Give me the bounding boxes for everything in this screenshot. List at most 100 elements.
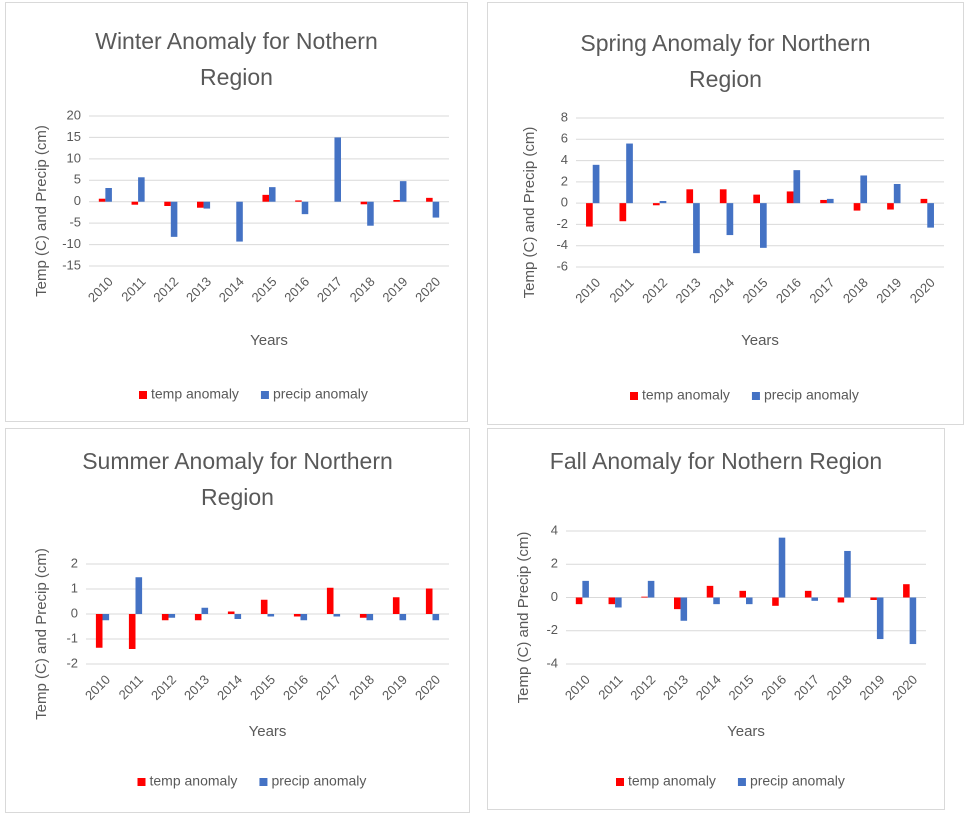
bar: [706, 585, 714, 598]
chart: -15 -10 -5 0 5 10 15 20 2010 2011 2012 2013 2014 2015…: [33, 107, 449, 402]
bar: [760, 203, 767, 248]
y-tick-label: -6: [556, 258, 568, 273]
bar: [674, 597, 681, 610]
y-tick-label: -15: [62, 257, 81, 272]
bar: [786, 191, 794, 204]
bar: [234, 614, 242, 619]
x-axis-title: Years: [741, 332, 779, 349]
x-tick-label: 2020: [412, 672, 443, 703]
y-axis-title: Temp (C) and Precip (cm): [521, 127, 538, 299]
bar: [860, 175, 868, 204]
bar: [870, 597, 877, 600]
bar: [686, 189, 694, 204]
bar: [425, 588, 433, 614]
bar: [399, 181, 407, 202]
bar: [138, 177, 145, 202]
bar: [262, 194, 269, 202]
bar: [194, 614, 202, 621]
x-tick-label: 2010: [572, 275, 603, 306]
bar: [909, 597, 917, 645]
x-tick-label: 2011: [116, 672, 146, 702]
x-tick-label: 2010: [562, 672, 593, 703]
y-tick-label: -5: [69, 215, 81, 230]
bar: [367, 201, 374, 226]
y-tick-label: 20: [67, 107, 81, 122]
legend-swatch: [260, 391, 269, 399]
bar: [131, 201, 139, 205]
legend-swatch: [259, 778, 268, 786]
legend-label: precip anomaly: [273, 386, 368, 402]
x-tick-label: 2015: [739, 275, 770, 306]
x-tick-label: 2013: [673, 275, 704, 306]
x-axis-title: Years: [249, 723, 287, 740]
x-tick-label: 2011: [595, 672, 625, 702]
bar: [893, 183, 901, 204]
bar: [432, 201, 440, 218]
bar: [168, 614, 176, 618]
x-tick-label: 2017: [314, 274, 345, 305]
bar: [659, 201, 667, 204]
bar: [164, 201, 171, 206]
bar: [619, 203, 627, 222]
bar: [647, 580, 655, 598]
bar: [105, 188, 112, 202]
legend-swatch: [137, 778, 146, 786]
y-tick-label: 6: [561, 131, 568, 146]
legend-label: precip anomaly: [764, 387, 859, 403]
bar: [778, 537, 786, 598]
bar: [366, 614, 374, 621]
bar: [837, 597, 845, 603]
x-tick-label: 2020: [412, 274, 443, 305]
y-tick-label: 4: [561, 152, 568, 167]
bar: [426, 197, 433, 202]
bar: [920, 198, 928, 204]
bar: [820, 199, 827, 204]
legend-swatch: [737, 778, 746, 786]
bar: [135, 577, 143, 614]
bar: [236, 201, 243, 242]
legend-swatch: [139, 391, 147, 399]
y-tick-label: 1: [71, 580, 78, 595]
bar: [608, 597, 616, 605]
x-tick-label: 2016: [280, 672, 311, 703]
bar: [201, 607, 209, 614]
x-tick-label: 2014: [693, 672, 724, 703]
bar: [170, 201, 178, 237]
x-tick-label: 2012: [148, 672, 179, 703]
bar: [260, 599, 268, 614]
y-tick-label: -2: [546, 622, 558, 637]
y-axis-title: Temp (C) and Precip (cm): [33, 125, 50, 297]
x-tick-label: 2013: [183, 274, 214, 305]
x-tick-label: 2012: [639, 275, 670, 306]
bar: [626, 143, 633, 204]
chart-title: Spring Anomaly for Northern Region: [580, 30, 871, 92]
bar: [753, 194, 760, 204]
bar: [392, 597, 400, 614]
bar: [393, 200, 400, 202]
x-tick-label: 2018: [346, 672, 377, 703]
bar: [301, 201, 309, 215]
chart-panel: -15 -10 -5 0 5 10 15 20 2010 2011 2012 2013 2014 2015…: [5, 2, 468, 422]
y-tick-label: 5: [74, 172, 81, 187]
bar: [652, 203, 660, 206]
x-tick-label: 2019: [856, 672, 887, 703]
x-tick-label: 2018: [840, 275, 871, 306]
x-axis-title: Years: [727, 723, 765, 740]
y-axis-title: Temp (C) and Precip (cm): [515, 532, 532, 704]
chart-title: Fall Anomaly for Nothern Region: [549, 448, 883, 474]
bar: [615, 597, 622, 608]
y-tick-label: 15: [67, 129, 81, 144]
bar: [876, 597, 884, 640]
y-tick-label: 4: [551, 522, 558, 537]
bar: [399, 614, 407, 621]
bar: [161, 614, 169, 621]
bar: [811, 597, 818, 601]
legend-label: temp anomaly: [150, 773, 238, 789]
y-tick-label: 10: [67, 150, 81, 165]
bar: [713, 597, 720, 605]
x-tick-label: 2015: [248, 274, 279, 305]
chart-panel: -4 -2 0 2 4 2010 2011 2012 2013 2014 2015 2016 2017 2…: [487, 428, 945, 810]
x-tick-label: 2013: [181, 672, 212, 703]
bar: [333, 614, 341, 617]
